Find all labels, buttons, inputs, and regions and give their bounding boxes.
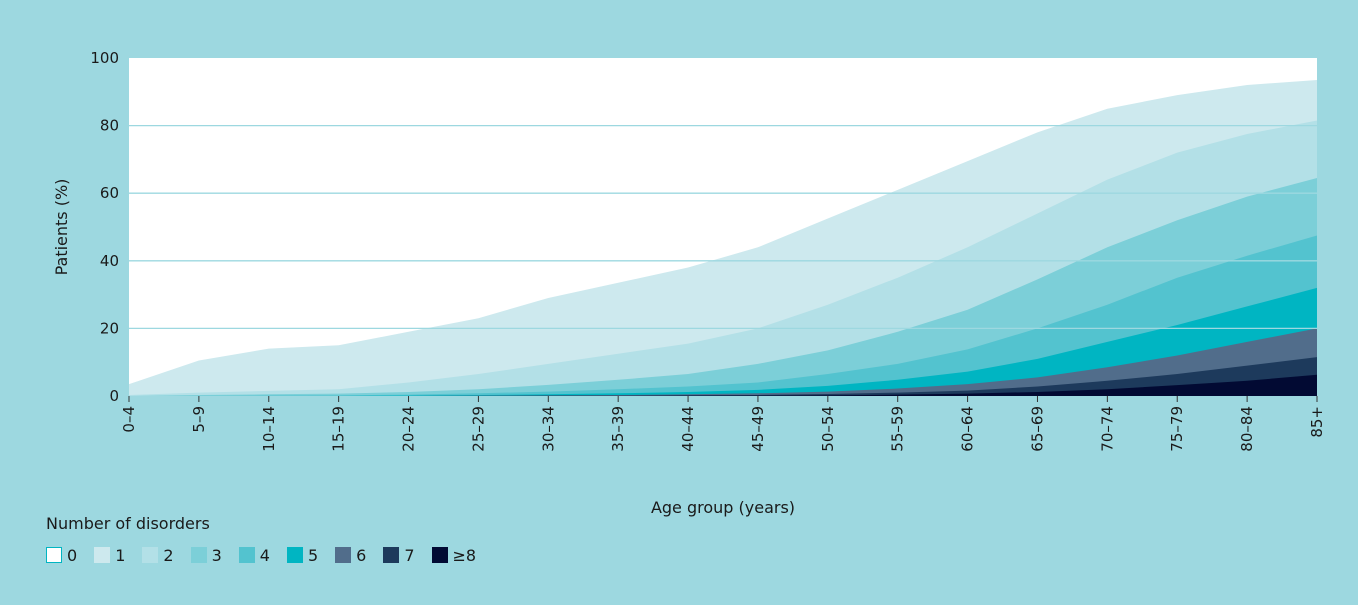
legend-label: ≥8	[452, 545, 477, 565]
x-tick-label: 75–79	[1168, 406, 1186, 452]
legend-swatch	[190, 547, 207, 563]
area-series-8	[129, 374, 1317, 396]
legend-item: ≥8	[431, 545, 477, 565]
legend-label: 6	[356, 545, 367, 565]
x-tick-label: 10–14	[260, 406, 278, 452]
x-axis-title: Age group (years)	[651, 498, 795, 517]
x-tick-label: 50–54	[819, 406, 837, 452]
legend-item: 4	[238, 545, 270, 565]
area-series-5	[129, 287, 1317, 396]
x-tick-label: 0–4	[120, 406, 138, 433]
x-tick-label: 45–49	[749, 406, 767, 452]
y-tick-label: 0	[109, 387, 119, 405]
legend-item: 1	[94, 546, 125, 565]
legend-swatch	[286, 547, 303, 563]
x-tick-label: 15–19	[330, 406, 348, 452]
legend-item: 2	[142, 545, 174, 565]
area-series-6	[129, 328, 1317, 396]
x-tick-label: 80–84	[1238, 406, 1256, 452]
legend-label: 1	[115, 545, 126, 565]
x-tick-label: 35–39	[609, 406, 627, 452]
legend-swatch	[142, 547, 159, 563]
area-series-4	[129, 235, 1317, 396]
x-tick-label: 55–59	[889, 406, 907, 452]
legend-item: 3	[190, 545, 222, 565]
legend-label: 2	[163, 545, 174, 565]
x-tick-label: 25–29	[469, 406, 487, 452]
legend-swatch	[335, 547, 352, 563]
legend-label: 0	[67, 545, 78, 565]
x-tick-label: 20–24	[400, 406, 418, 452]
legend-label: 3	[211, 545, 222, 565]
legend-swatch	[431, 547, 448, 563]
legend-item: 0	[46, 546, 77, 565]
y-tick-label: 60	[100, 184, 119, 202]
legend-swatch	[46, 547, 62, 563]
y-tick-label: 80	[100, 117, 119, 135]
legend: 0 1 2 3 4 5 6 7 ≥8	[46, 544, 493, 566]
y-axis-title: Patients (%)	[52, 179, 71, 276]
x-tick-label: 40–44	[679, 406, 697, 452]
legend-item: 7	[383, 545, 415, 565]
y-tick-label: 100	[90, 49, 119, 67]
legend-label: 5	[307, 545, 319, 565]
x-tick-label: 30–34	[539, 406, 557, 452]
x-tick-label: 5–9	[190, 406, 208, 433]
legend-swatch	[94, 547, 111, 563]
x-tick-label: 70–74	[1098, 406, 1116, 452]
legend-item: 6	[335, 546, 366, 565]
y-tick-label: 40	[100, 252, 119, 270]
legend-label: 7	[404, 545, 415, 565]
x-tick-label: 65–69	[1028, 406, 1046, 452]
legend-label: 4	[259, 545, 270, 565]
legend-swatch	[383, 547, 400, 563]
legend-item: 5	[286, 545, 319, 565]
x-tick-label: 60–64	[959, 406, 977, 452]
legend-swatch	[238, 547, 255, 563]
legend-title: Number of disorders	[46, 514, 210, 533]
x-tick-label: 85+	[1308, 406, 1326, 438]
y-tick-label: 20	[100, 319, 119, 337]
